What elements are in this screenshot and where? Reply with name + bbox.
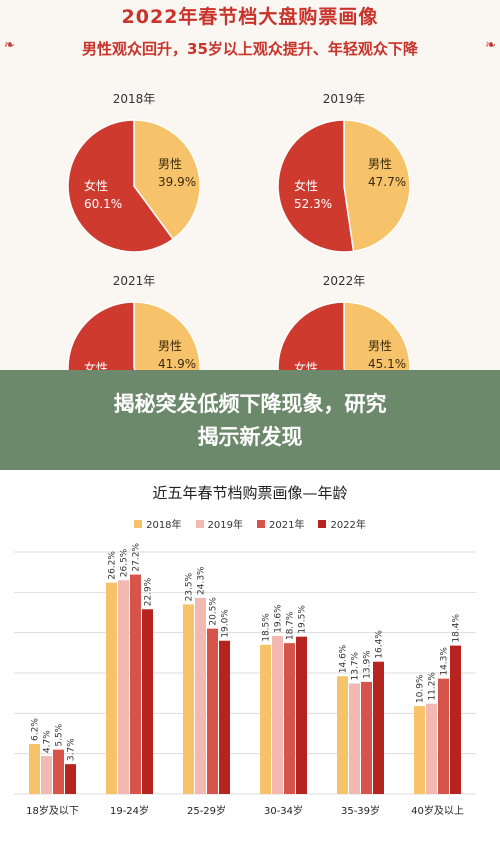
bar-value-label: 19.6% (274, 604, 284, 633)
bar-2022-3 (296, 636, 307, 794)
pie-2018-title: 2018年 (112, 92, 156, 106)
bar-value-label: 3.7% (67, 738, 77, 761)
legend-swatch-2021 (257, 519, 265, 528)
bar-value-label: 27.2% (132, 543, 142, 572)
bar-2021-3 (284, 643, 295, 794)
bar-value-label: 19.5% (298, 605, 308, 634)
bar-2018-5 (414, 706, 425, 794)
legend-swatch-2019 (195, 519, 204, 528)
pie-male-value-2021: 41.9% (158, 357, 196, 371)
bar-2019-5 (426, 703, 437, 794)
bar-2019-2 (195, 597, 206, 794)
bar-value-label: 13.9% (363, 650, 373, 679)
bar-value-label: 6.2% (31, 718, 41, 741)
pie-male-name-2019: 男性 (368, 157, 392, 171)
bar-2022-2 (219, 640, 230, 794)
pie-chart-2018: 男性39.9%女性60.1%男性47.7%女性52.3%男性41.9%女性58.… (67, 119, 411, 435)
x-tick-label: 40岁及以上 (411, 804, 464, 817)
bar-value-label: 4.7% (43, 730, 53, 753)
pie-section: 2022年春节档大盘购票画像 ❧ 男性观众回升，35岁以上观众提升、年轻观众下降… (0, 0, 500, 435)
pie-male-value-2022: 45.1% (368, 357, 406, 371)
pie-female-name-2019: 女性 (294, 178, 318, 193)
banner-line-2: 揭示新发现 (197, 425, 303, 449)
pie-female-value-2018: 60.1% (84, 197, 122, 211)
bar-value-label: 26.5% (120, 548, 130, 577)
x-tick-label: 18岁及以下 (26, 804, 79, 817)
bar-value-label: 13.7% (351, 651, 361, 680)
page-subtitle: 男性观众回升，35岁以上观众提升、年轻观众下降 (82, 40, 418, 58)
bar-value-label: 18.5% (262, 613, 272, 642)
overlay-banner: 揭秘突发低频下降现象，研究 揭示新发现 (0, 370, 500, 470)
bar-value-label: 26.2% (108, 551, 118, 580)
bar-value-label: 19.0% (221, 609, 231, 638)
pie-2022-title: 2022年 (322, 274, 366, 288)
bar-value-label: 20.5% (209, 597, 219, 626)
age-bar-chart: 6.2%4.7% 5.5%3.7% 18岁及以下 26.2% 26.5% 27.2%22.… (14, 543, 476, 817)
bar-2021-1 (130, 574, 141, 794)
x-tick-label: 25-29岁 (187, 804, 226, 817)
bar-value-label: 10.9% (416, 674, 426, 703)
bar-2018-2 (183, 604, 194, 794)
bar-2021-2 (207, 628, 218, 794)
legend-label-2021: 2021年 (269, 520, 305, 531)
legend-item-2022: 2022年 (318, 516, 366, 531)
ornament-left-icon: ❧ (4, 38, 15, 53)
x-tick-label: 30-34岁 (264, 804, 303, 817)
bar-2021-5 (438, 678, 449, 794)
legend-label-2018: 2018年 (146, 520, 182, 531)
pie-male-name-2022: 男性 (368, 339, 392, 353)
bar-value-label: 23.5% (185, 572, 195, 601)
bar-value-label: 11.2% (428, 672, 438, 701)
x-tick-label: 35-39岁 (341, 804, 380, 817)
bar-value-label: 14.6% (339, 644, 349, 673)
bar-2019-1 (118, 580, 129, 794)
bar-2019-4 (349, 683, 360, 794)
pie-slice-male-2018 (133, 119, 201, 241)
pie-male-value-2018: 39.9% (158, 175, 196, 189)
bar-legend: 2018年 2019年 2021年 2022年 (0, 516, 500, 531)
ornament-right-icon: ❧ (485, 38, 496, 53)
bar-value-label: 16.4% (375, 630, 385, 659)
legend-label-2019: 2019年 (207, 520, 243, 531)
legend-label-2022: 2022年 (330, 520, 366, 531)
bar-2018-3 (260, 644, 271, 794)
bar-2022-4 (373, 661, 384, 794)
bar-value-label: 5.5% (55, 723, 65, 746)
page-title: 2022年春节档大盘购票画像 (121, 6, 379, 28)
bar-2019-3 (272, 635, 283, 794)
bar-chart-title: 近五年春节档购票画像—年龄 (152, 484, 348, 502)
legend-swatch-2022 (318, 519, 327, 528)
pie-slice-female-2018 (67, 119, 175, 253)
bar-2022-1 (142, 609, 153, 794)
banner-line-1: 揭秘突发低频下降现象，研究 (113, 392, 387, 416)
bar-value-label: 24.3% (197, 566, 207, 595)
pie-male-value-2019: 47.7% (368, 175, 406, 189)
pie-female-name-2018: 女性 (84, 178, 108, 193)
pie-male-name-2018: 男性 (158, 157, 182, 171)
pie-2021-title: 2021年 (112, 274, 156, 288)
bar-2019-0 (41, 756, 52, 794)
pie-female-value-2019: 52.3% (294, 197, 332, 211)
bar-value-label: 18.7% (286, 611, 296, 640)
bar-2021-0 (53, 749, 64, 794)
bar-2018-0 (29, 743, 40, 794)
x-tick-label: 19-24岁 (110, 804, 149, 817)
bar-2018-1 (106, 582, 117, 794)
bar-value-label: 14.3% (440, 647, 450, 676)
pie-slice-male-2019 (343, 119, 411, 253)
pie-male-name-2021: 男性 (158, 339, 182, 353)
legend-item-2019: 2019年 (195, 516, 243, 531)
bar-value-label: 18.4% (452, 614, 462, 643)
legend-item-2021: 2021年 (257, 516, 304, 531)
bar-2021-4 (361, 681, 372, 794)
bar-2022-5 (450, 645, 461, 794)
pie-2019-title: 2019年 (322, 92, 366, 106)
pie-slice-female-2019 (277, 119, 355, 253)
bar-value-label: 22.9% (144, 577, 154, 606)
bar-2018-4 (337, 676, 348, 794)
bar-2022-0 (65, 764, 76, 794)
legend-swatch-2018 (134, 519, 143, 528)
legend-item-2018: 2018年 (134, 516, 182, 531)
